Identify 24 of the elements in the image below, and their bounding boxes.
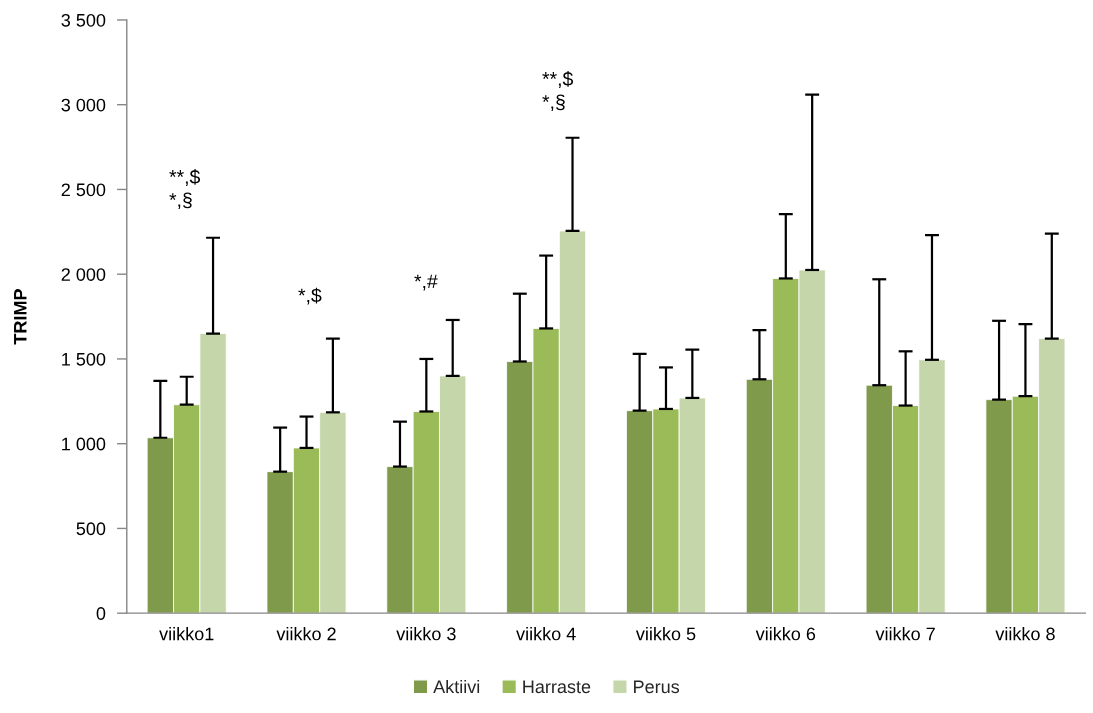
x-tick-label: viikko 3: [396, 627, 456, 641]
y-tick-label: 500: [76, 522, 106, 536]
x-tick-label: viikko 8: [995, 627, 1055, 641]
annotation: **,$ *,§: [169, 169, 201, 210]
y-tick-label: 1 500: [62, 352, 106, 366]
x-tick-label: viikko 6: [755, 627, 816, 641]
y-tick-label: 3 500: [61, 13, 106, 27]
legend-label: Harraste: [523, 680, 591, 694]
x-tick-label: viikko 5: [635, 627, 696, 641]
x-tick-label: viikko 2: [276, 627, 336, 641]
annotation: **,$ *,§: [542, 71, 574, 112]
y-tick-label: 1 000: [62, 437, 106, 451]
y-tick-label: 2 500: [61, 183, 106, 197]
y-tick-label: 0: [96, 607, 106, 620]
y-axis-title: TRIMP: [14, 289, 27, 345]
y-tick-label: 2 000: [61, 268, 106, 281]
x-tick-label: viikko 4: [516, 627, 576, 641]
annotation: *,#: [414, 274, 438, 291]
x-tick-label: viikko 7: [875, 627, 935, 641]
x-tick-label: viikko1: [159, 627, 214, 641]
legend-label: Aktiivi: [433, 679, 480, 694]
annotation: *,$: [298, 287, 322, 305]
legend-label: Perus: [634, 680, 680, 694]
y-tick-label: 3 000: [61, 98, 106, 112]
